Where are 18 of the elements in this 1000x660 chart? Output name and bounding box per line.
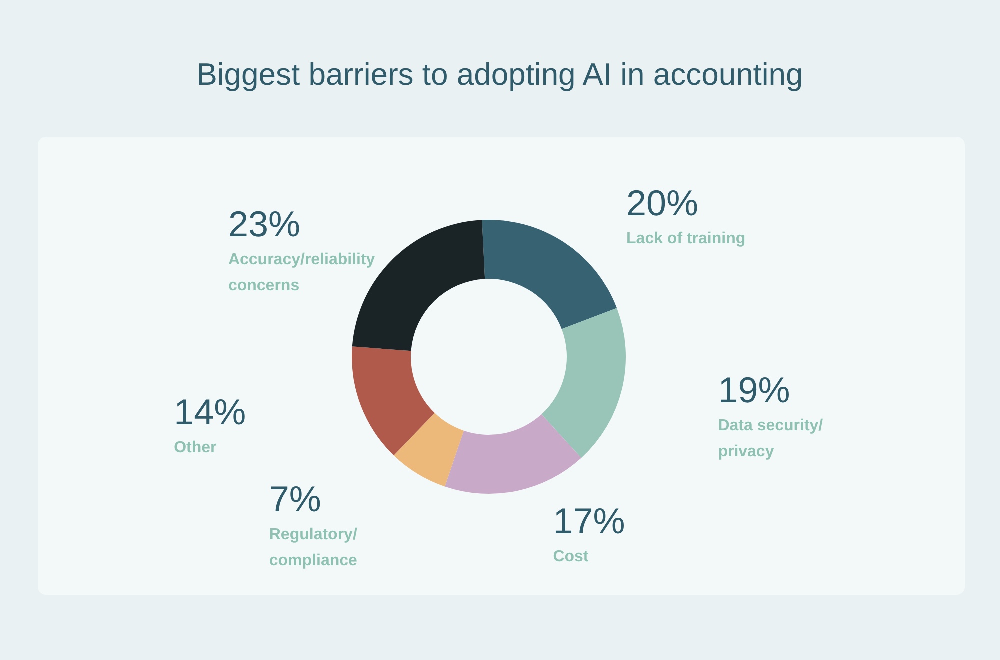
- data-label: 20%: [626, 182, 699, 224]
- slice-label: Accuracy/reliability concerns: [228, 252, 376, 295]
- slice-label: Cost: [553, 548, 590, 566]
- slice-label: Other: [174, 439, 217, 456]
- data-label: 17%: [553, 500, 626, 542]
- data-label: 7%: [269, 478, 322, 520]
- chart-title: Biggest barriers to adopting AI in accounting: [196, 57, 804, 92]
- donut-slice: [542, 308, 626, 458]
- data-label: 23%: [228, 204, 301, 245]
- slice-label: Lack of training: [626, 230, 746, 248]
- donut-slice: [352, 346, 435, 456]
- donut-slice: [444, 414, 582, 494]
- donut-slice: [482, 220, 618, 330]
- data-label: 19%: [718, 369, 790, 410]
- slice-label: Regulatory/ compliance: [269, 526, 358, 570]
- data-label: 14%: [174, 391, 246, 432]
- donut-slice: [394, 413, 464, 487]
- slice-label: Data security/ privacy: [718, 417, 824, 460]
